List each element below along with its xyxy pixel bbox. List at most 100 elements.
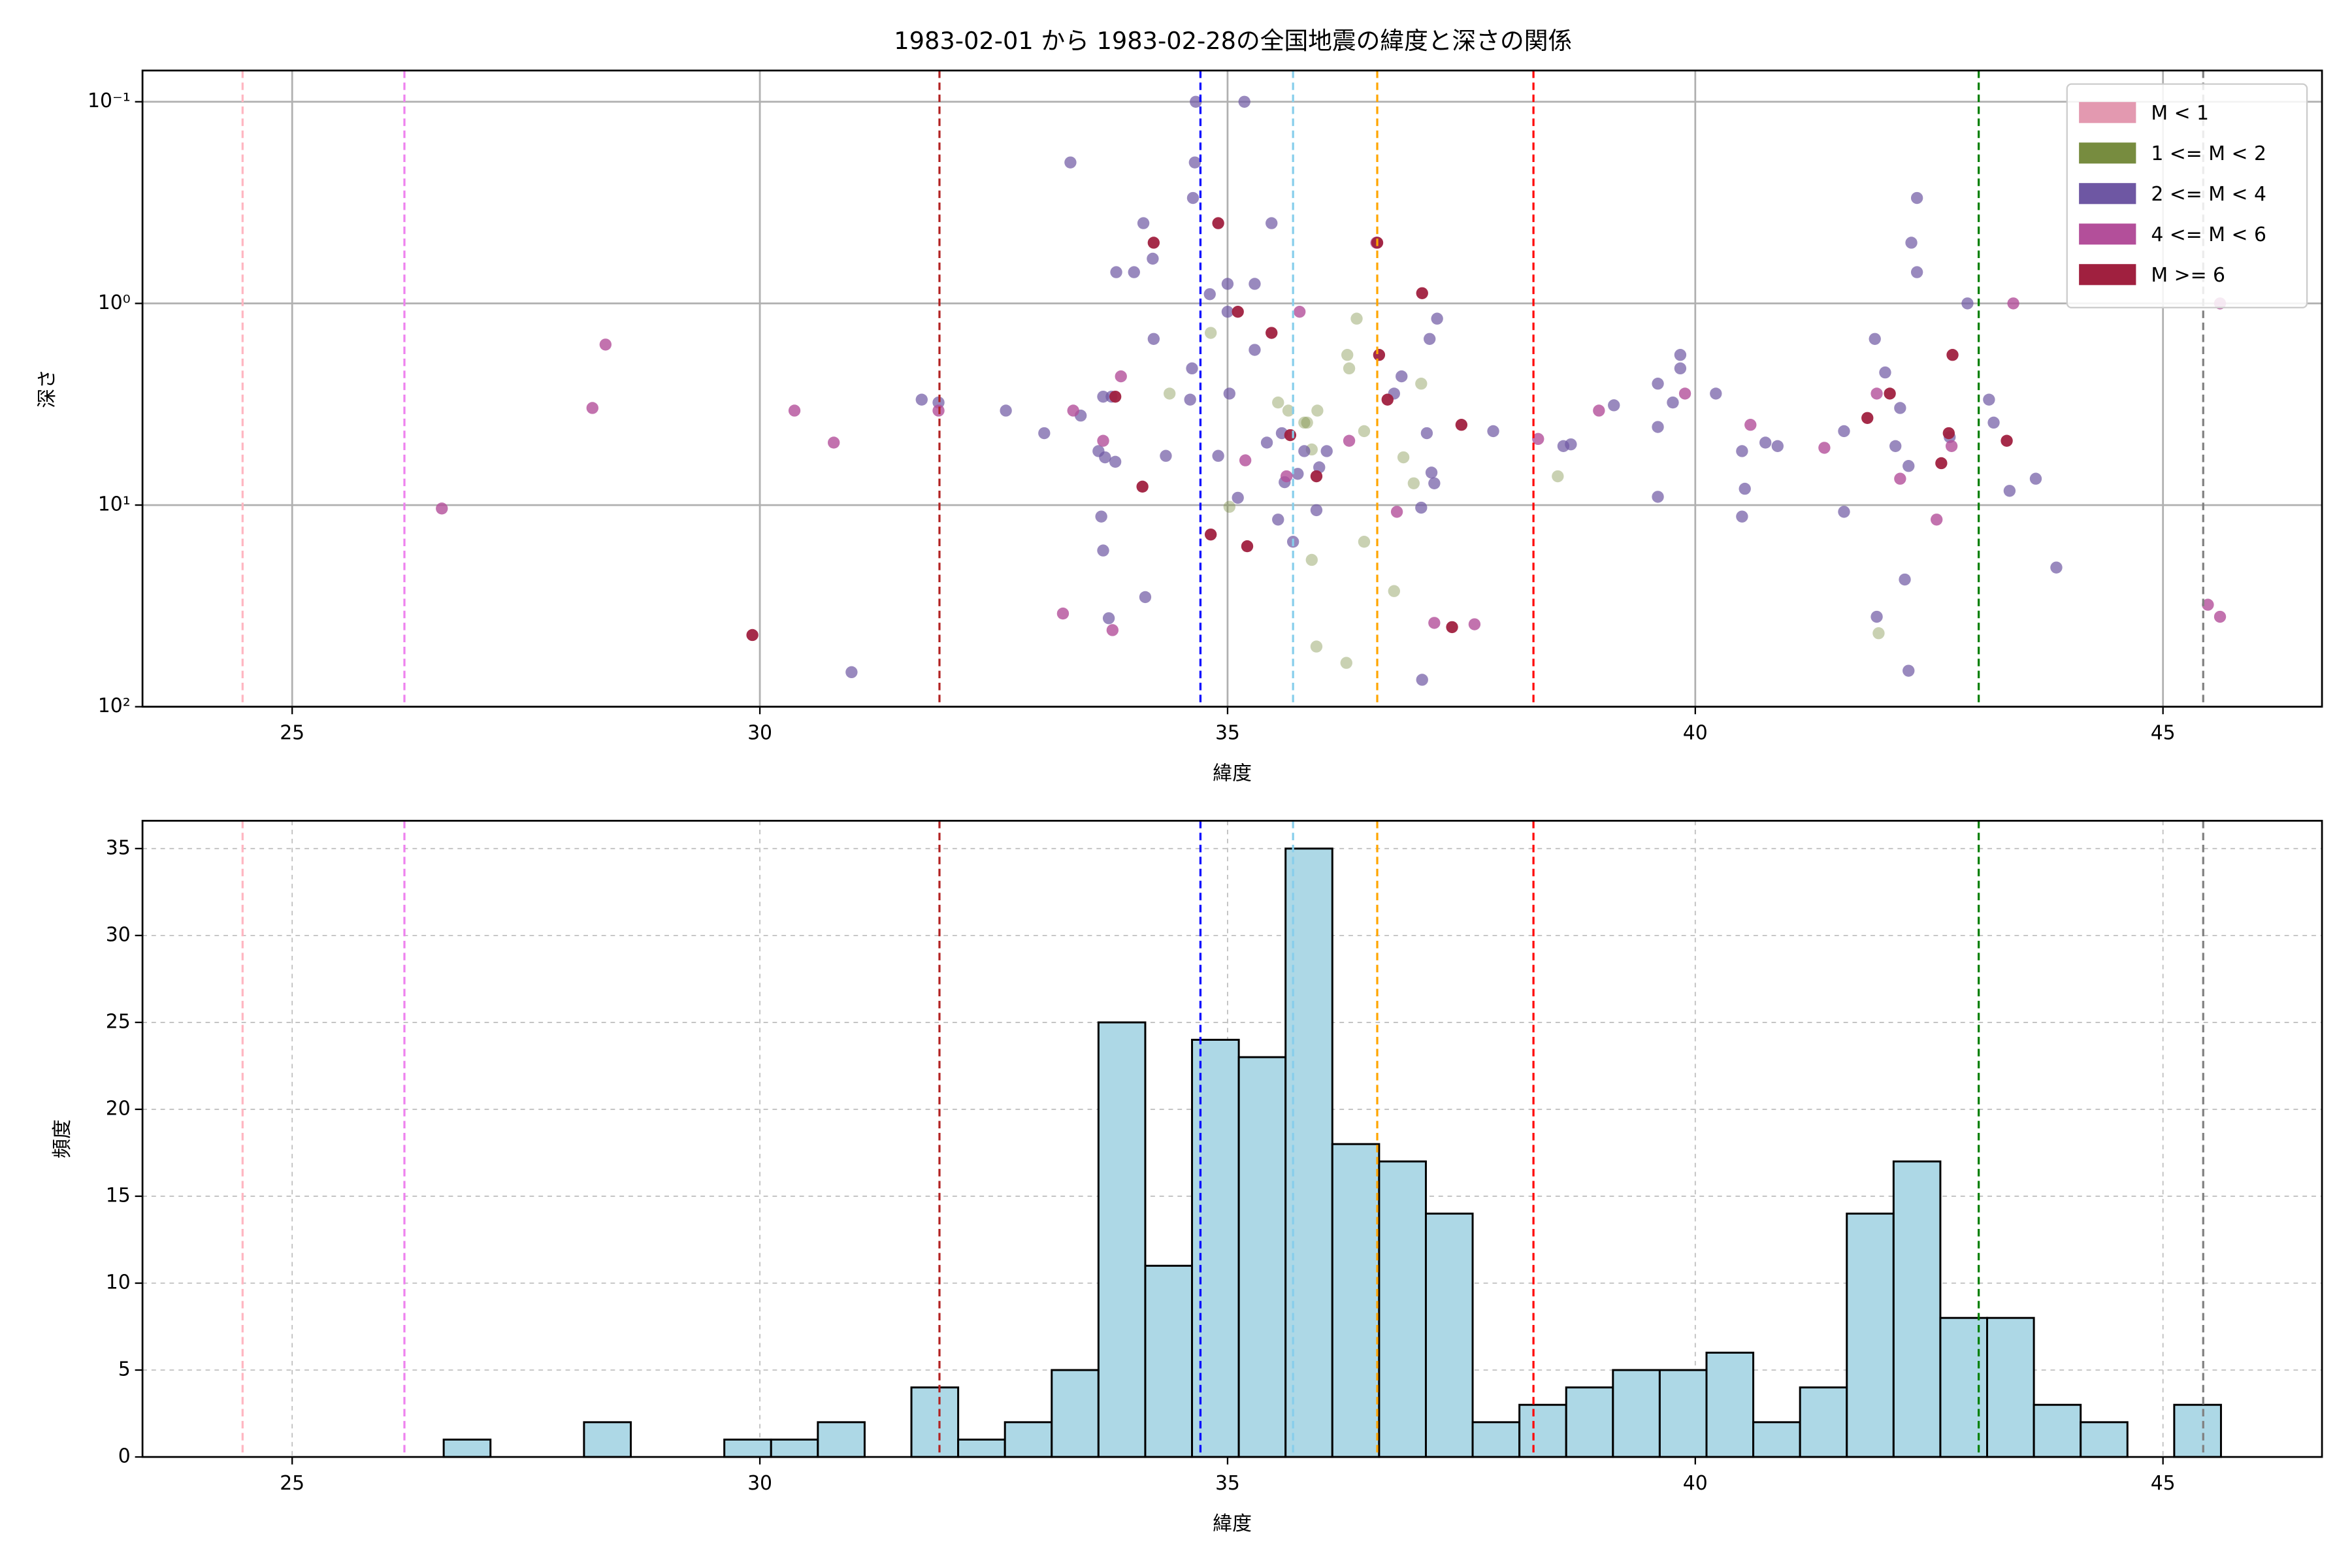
x-tick-label: 35 [1215,722,1240,745]
point [1455,419,1468,431]
point [1652,421,1664,433]
point [1320,445,1333,457]
point [1894,472,1906,485]
point [1744,419,1757,431]
y-tick-label: 15 [106,1184,131,1207]
point [2003,485,2016,497]
point [2029,472,2042,485]
bar [442,1438,492,1458]
bar [1939,1316,1989,1458]
point [1272,396,1284,409]
point [1136,480,1149,493]
point [1280,470,1293,483]
point [1305,553,1318,566]
bar [723,1438,772,1458]
point [1487,425,1499,438]
x-tick-label: 40 [1683,722,1708,745]
point [1137,217,1150,229]
point [1097,390,1109,403]
point [1358,425,1371,438]
y-axis-label: 深さ [36,369,59,408]
legend-label: 4 <= M < 6 [2151,223,2266,246]
y-tick-label: 10¹ [98,493,131,516]
point [1343,362,1356,375]
point [1903,664,1915,677]
bar [1331,1143,1380,1458]
bar [910,1386,960,1458]
point [1905,237,1918,249]
point [1390,506,1403,518]
y-tick-label: 25 [106,1010,131,1033]
point [1894,402,1906,414]
point [1038,427,1051,440]
point [1416,674,1428,686]
point [1110,266,1122,278]
point [1945,440,1958,452]
point [2213,610,2227,623]
legend-swatch [2079,102,2136,123]
point [1674,349,1687,361]
point [1869,333,1881,345]
point [2001,434,2013,447]
point [1260,436,1273,449]
point [827,436,840,449]
point [1102,612,1115,625]
bar [1191,1039,1240,1458]
point [1160,449,1172,462]
point [1272,514,1284,526]
point [1232,491,1244,504]
point [1870,610,1883,623]
point [1961,297,1974,310]
legend-label: M < 1 [2151,102,2209,125]
x-tick-label: 45 [2151,1472,2176,1495]
point [1212,449,1224,462]
point [1056,607,1070,620]
point [1759,436,1772,449]
bar [1612,1369,1661,1458]
point [1420,427,1433,440]
point [1292,468,1304,480]
point [436,502,448,515]
point [1221,278,1234,290]
y-axis-label: 頻度 [51,1119,74,1158]
point [1301,416,1313,429]
y-tick-label: 5 [118,1358,131,1381]
point [1282,404,1295,417]
point [1249,344,1261,356]
point [1446,621,1458,634]
bar [583,1421,632,1458]
point [1204,327,1217,339]
point [1310,504,1323,517]
point [1212,217,1224,229]
point [1109,455,1122,468]
x-axis-label: 緯度 [1213,1512,1252,1535]
point [1239,454,1252,466]
point [1388,585,1400,597]
point [1106,624,1119,636]
point [1343,434,1356,447]
bar [1752,1421,1801,1458]
y-tick-label: 10⁰ [98,291,131,314]
bar [1378,1160,1427,1458]
point [1428,477,1441,489]
point [1266,217,1278,229]
point [1987,416,2000,429]
point [1424,333,1436,345]
point [1903,460,1915,472]
bar [1471,1421,1521,1458]
bar [2033,1403,2082,1458]
point [1358,536,1371,548]
point [586,402,598,414]
legend-label: 2 <= M < 4 [2151,183,2266,206]
y-tick-label: 10² [98,694,131,717]
bar [1097,1021,1147,1458]
bar [1892,1160,1942,1458]
point [1241,540,1254,553]
point [1415,501,1428,514]
point [1128,266,1140,278]
point [1311,404,1324,417]
point [1097,434,1109,447]
legend-swatch [2079,183,2136,204]
bar [2080,1421,2129,1458]
point [1298,416,1311,429]
